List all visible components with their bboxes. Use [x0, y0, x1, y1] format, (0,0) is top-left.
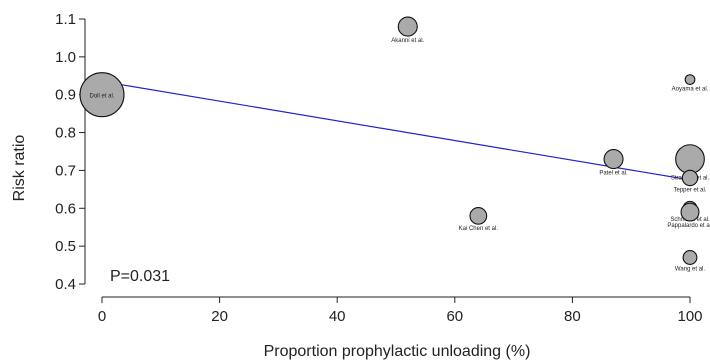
y-tick-label: 1.1 — [55, 11, 76, 28]
x-axis-title: Proportion prophylactic unloading (%) — [264, 343, 531, 360]
y-tick-label: 0.9 — [55, 87, 76, 104]
point-label: Patel et al. — [599, 171, 628, 177]
point-label: Kai Chen et al. — [459, 226, 499, 232]
y-tick-label: 0.6 — [55, 200, 76, 217]
point-label: Tepper et al. — [673, 188, 706, 194]
x-tick-label: 100 — [677, 308, 702, 325]
regression-line-group — [101, 80, 691, 181]
point-label: Wang et al. — [675, 266, 705, 272]
y-tick-label: 0.4 — [55, 276, 76, 293]
data-point — [397, 16, 418, 37]
data-point — [603, 149, 624, 170]
y-tick-label: 0.5 — [55, 238, 76, 255]
y-axis-title: Risk ratio — [11, 135, 28, 202]
x-tick-label: 40 — [329, 308, 346, 325]
data-point — [469, 206, 488, 225]
regression-line — [101, 80, 691, 181]
y-axis: 0.4 0.5 0.6 0.7 0.8 0.9 1.0 1.1 — [55, 11, 86, 293]
data-point — [684, 74, 696, 85]
data-point — [79, 72, 125, 118]
point-label: Pappalardo et al. — [667, 223, 710, 229]
p-value-annotation: P=0.031 — [110, 268, 170, 285]
data-point — [682, 250, 698, 265]
data-point — [681, 169, 699, 187]
y-tick-label: 1.0 — [55, 49, 76, 66]
point-label: Doll et al. — [89, 94, 114, 100]
y-tick-label: 0.8 — [55, 125, 76, 142]
x-tick-label: 60 — [446, 308, 463, 325]
x-tick-label: 80 — [564, 308, 581, 325]
data-point — [680, 202, 700, 222]
x-tick-label: 20 — [211, 308, 228, 325]
point-label: Akanni et al. — [391, 38, 424, 44]
y-tick-label: 0.7 — [55, 162, 76, 179]
data-points: Doll et al. Akanni et al. Kai Chen et al. P… — [79, 16, 710, 272]
point-label: Aoyama et al. — [672, 86, 709, 92]
data-point — [675, 144, 705, 174]
x-tick-label: 0 — [98, 308, 106, 325]
x-axis: 0 20 40 60 80 100 — [98, 296, 703, 325]
